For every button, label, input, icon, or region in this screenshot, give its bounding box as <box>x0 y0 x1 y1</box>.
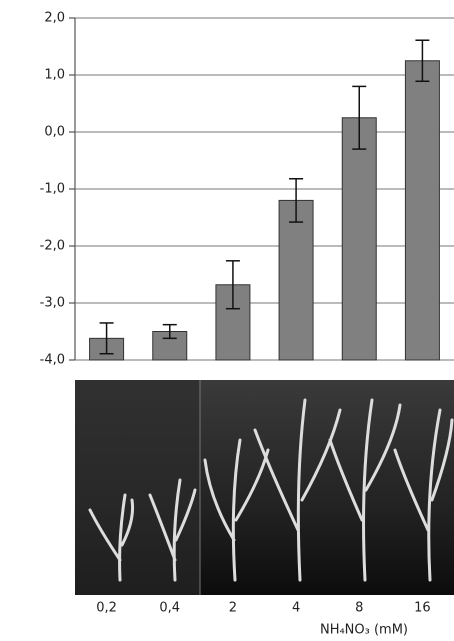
x-axis-title: NH₄NO₃ (mM) <box>320 623 408 638</box>
x-tick-label: 4 <box>292 601 300 616</box>
y-tick-label: 2,0 <box>44 11 65 26</box>
y-tick-label: -2,0 <box>40 239 65 254</box>
x-tick-label: 0,2 <box>96 601 117 616</box>
bar <box>405 61 439 360</box>
y-tick-label: -1,0 <box>40 182 65 197</box>
bar <box>279 200 313 360</box>
y-tick-label: 0,0 <box>44 125 65 140</box>
y-tick-label: -4,0 <box>40 353 65 368</box>
chart: NH₄NO₃ (mM) -4,0 -3,0 -2,0 -1,0 0,0 1,0 2,0 0,2… <box>0 0 454 641</box>
x-tick-label: 2 <box>229 601 237 616</box>
bar <box>342 118 376 360</box>
y-tick-label: -3,0 <box>40 296 65 311</box>
plant-photo <box>75 380 454 595</box>
y-tick-label: 1,0 <box>44 68 65 83</box>
x-tick-label: 0,4 <box>159 601 180 616</box>
x-tick-label: 8 <box>355 601 363 616</box>
x-tick-label: 16 <box>414 601 431 616</box>
